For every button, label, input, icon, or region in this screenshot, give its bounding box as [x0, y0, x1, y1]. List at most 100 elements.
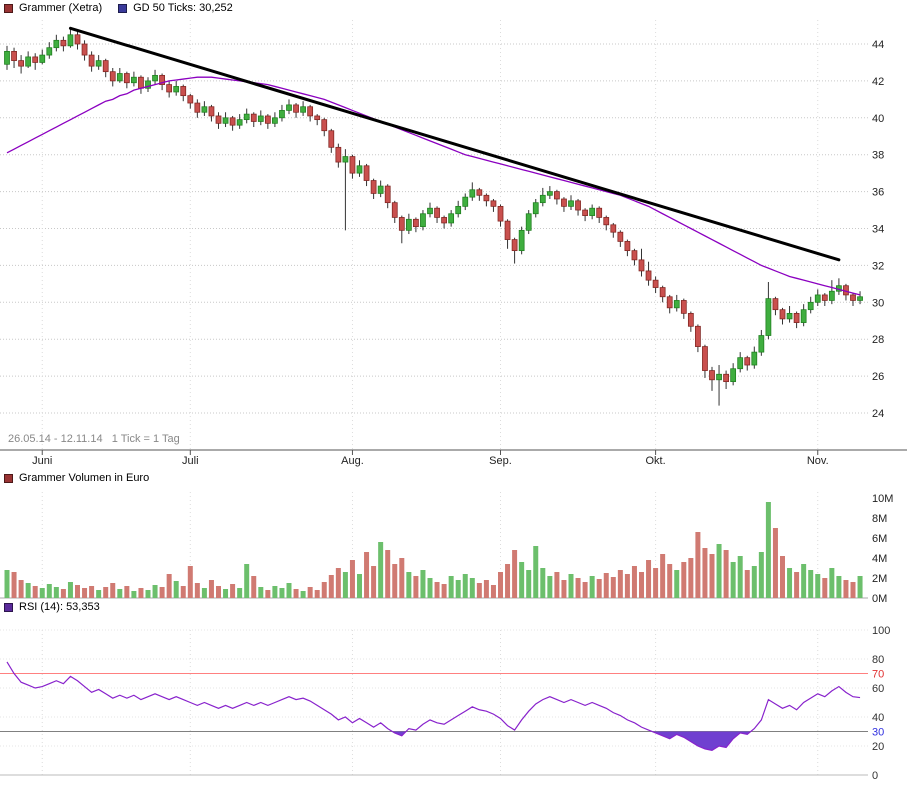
- candle-body: [680, 300, 687, 314]
- volume-axis-label: 6M: [872, 533, 887, 545]
- candle-body: [95, 60, 102, 67]
- candle-body: [398, 217, 405, 231]
- candle-body: [539, 194, 546, 204]
- candle-body: [88, 54, 95, 67]
- volume-bar: [688, 558, 694, 598]
- candle-body: [828, 290, 835, 301]
- volume-bar: [624, 574, 630, 598]
- candle-body: [434, 207, 440, 218]
- candle-body: [786, 312, 793, 320]
- volume-bar: [328, 575, 334, 598]
- volume-bar: [75, 585, 80, 598]
- volume-bar: [194, 583, 200, 598]
- volume-bar: [448, 576, 454, 598]
- volume-bar: [843, 580, 849, 598]
- volume-bar: [244, 564, 250, 598]
- rsi-axis-label: 0: [872, 770, 878, 782]
- volume-bar: [723, 550, 729, 598]
- candle-body: [173, 86, 180, 93]
- volume-bar: [335, 568, 341, 598]
- candle-body: [32, 56, 39, 63]
- rsi-line: [6, 661, 861, 751]
- volume-bar: [815, 574, 821, 598]
- volume-bar: [103, 587, 109, 598]
- volume-axis-label: 2M: [872, 573, 887, 585]
- candle-body: [687, 312, 694, 327]
- volume-bar: [751, 566, 757, 598]
- candle-body: [215, 115, 222, 124]
- x-axis-month-label: Aug.: [341, 455, 364, 467]
- volume-bar: [582, 582, 588, 598]
- candle-body: [730, 368, 737, 383]
- candle-body: [335, 146, 342, 163]
- volume-bar: [603, 573, 609, 598]
- candle-body: [476, 189, 483, 196]
- volume-bar: [737, 556, 743, 598]
- volume-bar: [4, 570, 10, 598]
- candle-body: [744, 357, 751, 366]
- volume-bar: [744, 570, 750, 598]
- candle-body: [511, 239, 518, 252]
- candle-body: [807, 301, 814, 311]
- candle-body: [779, 309, 786, 320]
- volume-bar: [596, 579, 602, 598]
- volume-bar: [674, 570, 680, 598]
- candle-body: [370, 180, 377, 194]
- candle-body: [250, 113, 257, 122]
- volume-bar: [850, 582, 856, 598]
- volume-bar: [216, 586, 221, 598]
- volume-bar: [765, 502, 771, 598]
- volume-bar: [780, 556, 785, 598]
- candle-body: [279, 110, 285, 119]
- candle-body: [582, 209, 588, 216]
- candle-body: [793, 312, 800, 323]
- volume-bar: [695, 532, 701, 598]
- volume-bar: [230, 584, 236, 598]
- candle-body: [652, 279, 659, 288]
- candle-body: [257, 115, 264, 122]
- candle-body: [525, 213, 532, 231]
- candle-body: [377, 185, 384, 194]
- volume-bar: [46, 584, 52, 598]
- candle-body: [67, 34, 74, 47]
- volume-bar: [512, 550, 518, 598]
- price-axis-label: 32: [872, 260, 884, 272]
- candle-body: [821, 294, 828, 301]
- candle-body: [187, 95, 194, 104]
- candle-body: [709, 370, 715, 381]
- volume-bar: [166, 574, 172, 598]
- candle-body: [60, 39, 67, 47]
- volume-bar: [857, 576, 863, 598]
- volume-legend-swatch: [4, 473, 13, 483]
- x-axis-month-label: Sep.: [489, 455, 512, 467]
- candle-body: [159, 74, 165, 85]
- price-axis-label: 28: [872, 334, 884, 346]
- candle-body: [18, 60, 24, 67]
- candle-body: [243, 113, 250, 121]
- candle-body: [314, 115, 321, 121]
- candle-body: [751, 351, 758, 366]
- volume-bar: [378, 542, 384, 598]
- candle-body: [455, 205, 462, 215]
- candle-body: [554, 191, 560, 200]
- volume-bar: [758, 552, 764, 598]
- x-axis-month-label: Juli: [182, 455, 199, 467]
- candle-body: [307, 106, 314, 117]
- candle-body: [272, 117, 278, 124]
- candle-body: [589, 207, 596, 216]
- candle-body: [180, 86, 187, 97]
- candle-body: [441, 217, 447, 224]
- volume-legend-label: Grammer Volumen in Euro: [19, 472, 150, 484]
- date-range-note: 26.05.14 - 12.11.14 1 Tick = 1 Tag: [8, 433, 180, 445]
- volume-bar: [631, 566, 637, 598]
- volume-bar: [208, 580, 214, 598]
- volume-bar: [787, 568, 793, 598]
- volume-bar: [272, 586, 278, 598]
- ma-legend-label: GD 50 Ticks: 30,252: [133, 2, 233, 14]
- candle-body: [617, 231, 624, 242]
- price-legend: Grammer (Xetra) GD 50 Ticks: 30,252: [4, 2, 233, 14]
- volume-bar: [441, 584, 447, 598]
- candle-body: [814, 294, 821, 303]
- volume-bar: [124, 586, 130, 598]
- volume-bar: [568, 574, 574, 598]
